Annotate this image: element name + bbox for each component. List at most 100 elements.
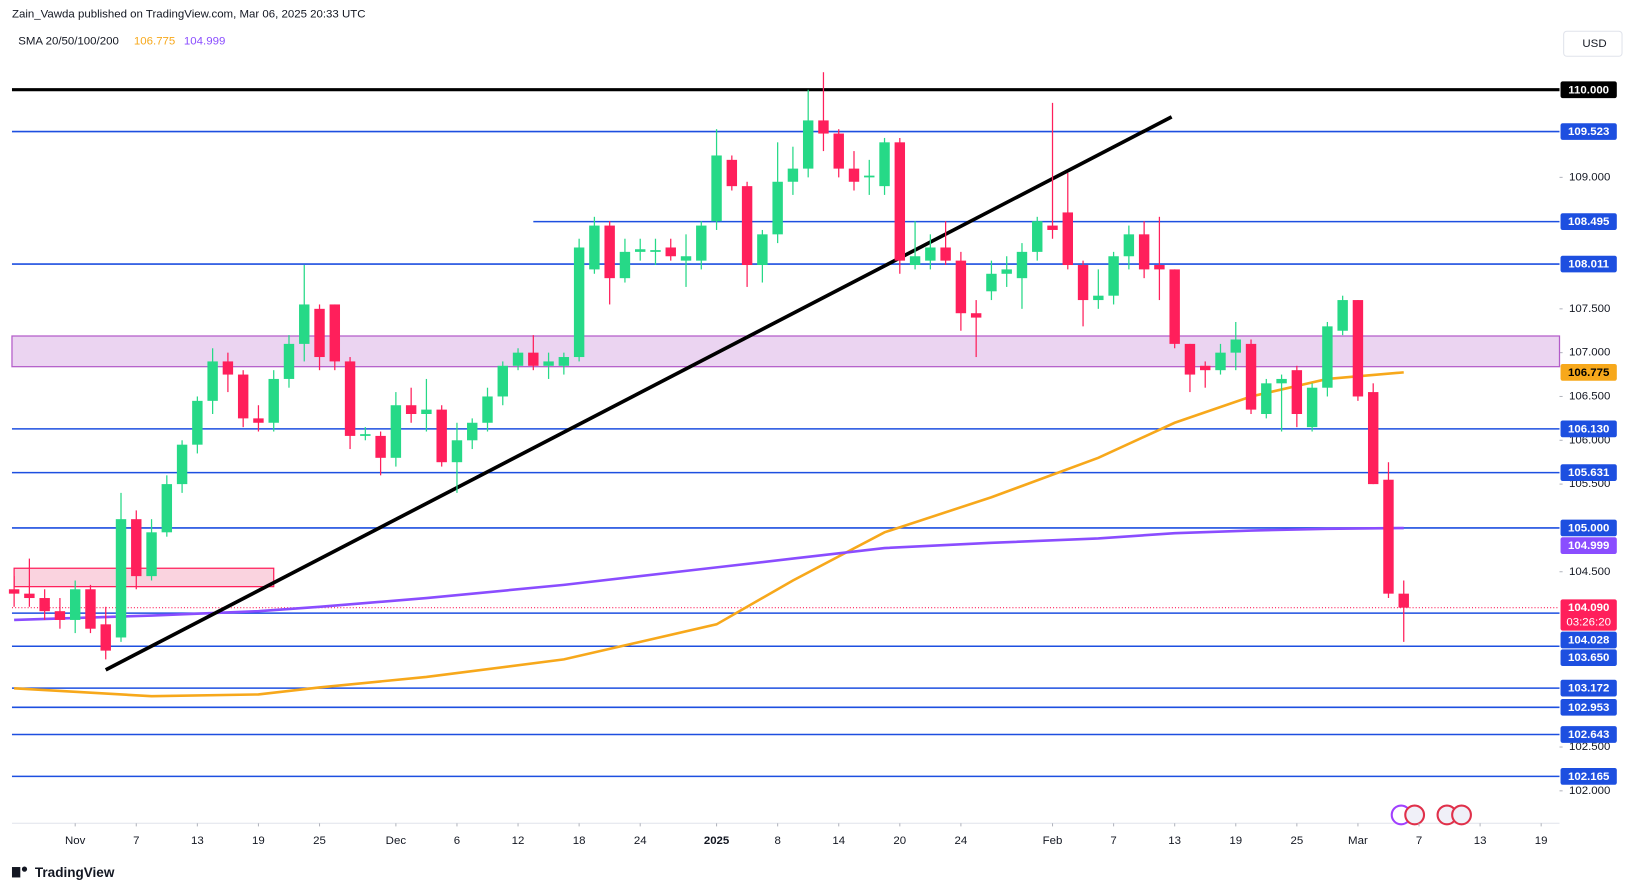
candle: [925, 234, 936, 270]
candle-body: [1215, 352, 1226, 371]
price-badge-label: 104.999: [1568, 540, 1609, 552]
candle: [1398, 580, 1409, 642]
candle: [665, 238, 676, 261]
candle-body: [634, 249, 646, 252]
y-tick-label: 106.000: [1569, 434, 1610, 446]
candle: [207, 348, 218, 414]
x-tick-label: 25: [313, 835, 326, 847]
y-tick-label: 102.000: [1569, 785, 1610, 797]
candle-body: [925, 247, 936, 261]
y-tick-label: 104.500: [1569, 566, 1610, 578]
candle: [1337, 295, 1348, 336]
candle: [1001, 256, 1012, 287]
candle: [802, 89, 814, 178]
candle-body: [1337, 300, 1348, 331]
candle-body: [451, 440, 463, 463]
price-badge: [1560, 519, 1617, 537]
candle-body: [39, 598, 50, 612]
candle-body: [1123, 234, 1135, 257]
candle: [818, 72, 829, 152]
candle-body: [253, 418, 264, 423]
candle-body: [146, 532, 157, 577]
candle-body: [1062, 212, 1073, 266]
candle: [940, 221, 951, 266]
price-badge-label: 104.028: [1568, 635, 1610, 647]
brand: TradingView: [35, 865, 115, 880]
candle: [619, 238, 631, 283]
candle-body: [604, 225, 615, 279]
candle-body: [528, 352, 539, 366]
candle: [955, 251, 967, 331]
candle: [1047, 102, 1058, 239]
candle-body: [1047, 225, 1058, 230]
candle: [909, 221, 921, 270]
x-tick-label: 19: [1535, 835, 1548, 847]
price-badge-label: 102.165: [1568, 771, 1610, 783]
candle: [772, 142, 783, 244]
candle-body: [1367, 392, 1379, 485]
price-badge: [1560, 599, 1617, 631]
candle-body: [833, 133, 844, 169]
candle-body: [329, 304, 341, 362]
candle-body: [192, 400, 203, 445]
candle-body: [1291, 370, 1303, 414]
y-tick-label: 109.000: [1569, 171, 1610, 183]
zone: [13, 567, 275, 588]
candle-body: [207, 361, 218, 401]
candle: [558, 352, 570, 375]
candle: [696, 221, 707, 270]
price-badge-label: 109.523: [1568, 126, 1609, 138]
candle-body: [222, 361, 234, 375]
price-badge-label: 105.000: [1568, 522, 1609, 534]
candle: [146, 519, 157, 581]
price-badge-label: 108.495: [1568, 216, 1610, 228]
price-badge-label: 106.130: [1568, 423, 1609, 435]
candle-body: [955, 260, 967, 314]
candle: [283, 335, 295, 388]
candle: [1062, 172, 1073, 270]
candle: [512, 348, 524, 371]
candle: [85, 584, 96, 634]
price-badge-label: 108.011: [1568, 259, 1609, 271]
candle: [726, 155, 738, 191]
candle: [314, 304, 325, 371]
candle: [237, 370, 249, 428]
x-tick-label: 19: [1229, 835, 1242, 847]
price-badge-label: 106.775: [1568, 367, 1610, 379]
candle: [344, 357, 356, 450]
candle-body: [1093, 295, 1104, 301]
price-badge-label: 103.650: [1568, 652, 1609, 664]
candle: [69, 580, 81, 634]
candle-body: [864, 175, 875, 178]
candle-body: [757, 234, 768, 266]
y-tick-label: 106.500: [1569, 391, 1610, 403]
candle-body: [665, 247, 676, 257]
price-badge-label: 105.631: [1568, 467, 1610, 479]
candle: [54, 598, 66, 629]
x-tick-label: 20: [893, 835, 906, 847]
candle-body: [558, 357, 570, 366]
candle: [528, 335, 539, 371]
candle-body: [940, 247, 951, 261]
candle: [986, 260, 997, 301]
candle-body: [1230, 339, 1241, 353]
y-tick-label: 107.500: [1569, 303, 1610, 315]
x-tick-label: 14: [832, 835, 845, 847]
candle: [1215, 343, 1226, 375]
candle: [268, 370, 279, 432]
y-tick-label: 105.500: [1569, 478, 1610, 490]
currency-button[interactable]: [1563, 30, 1623, 57]
candle-body: [1138, 234, 1150, 270]
trendline: [104, 115, 1173, 672]
sma-line: [14, 371, 1404, 698]
candle: [650, 238, 661, 266]
event-icons: [1390, 804, 1472, 826]
candle-body: [879, 142, 890, 187]
indicator-value: 106.775: [134, 36, 175, 48]
candle-body: [314, 308, 325, 358]
candle: [543, 352, 554, 379]
candle: [253, 405, 264, 432]
price-badge: [1560, 679, 1617, 697]
zone: [11, 335, 1561, 368]
candle: [1352, 300, 1364, 401]
